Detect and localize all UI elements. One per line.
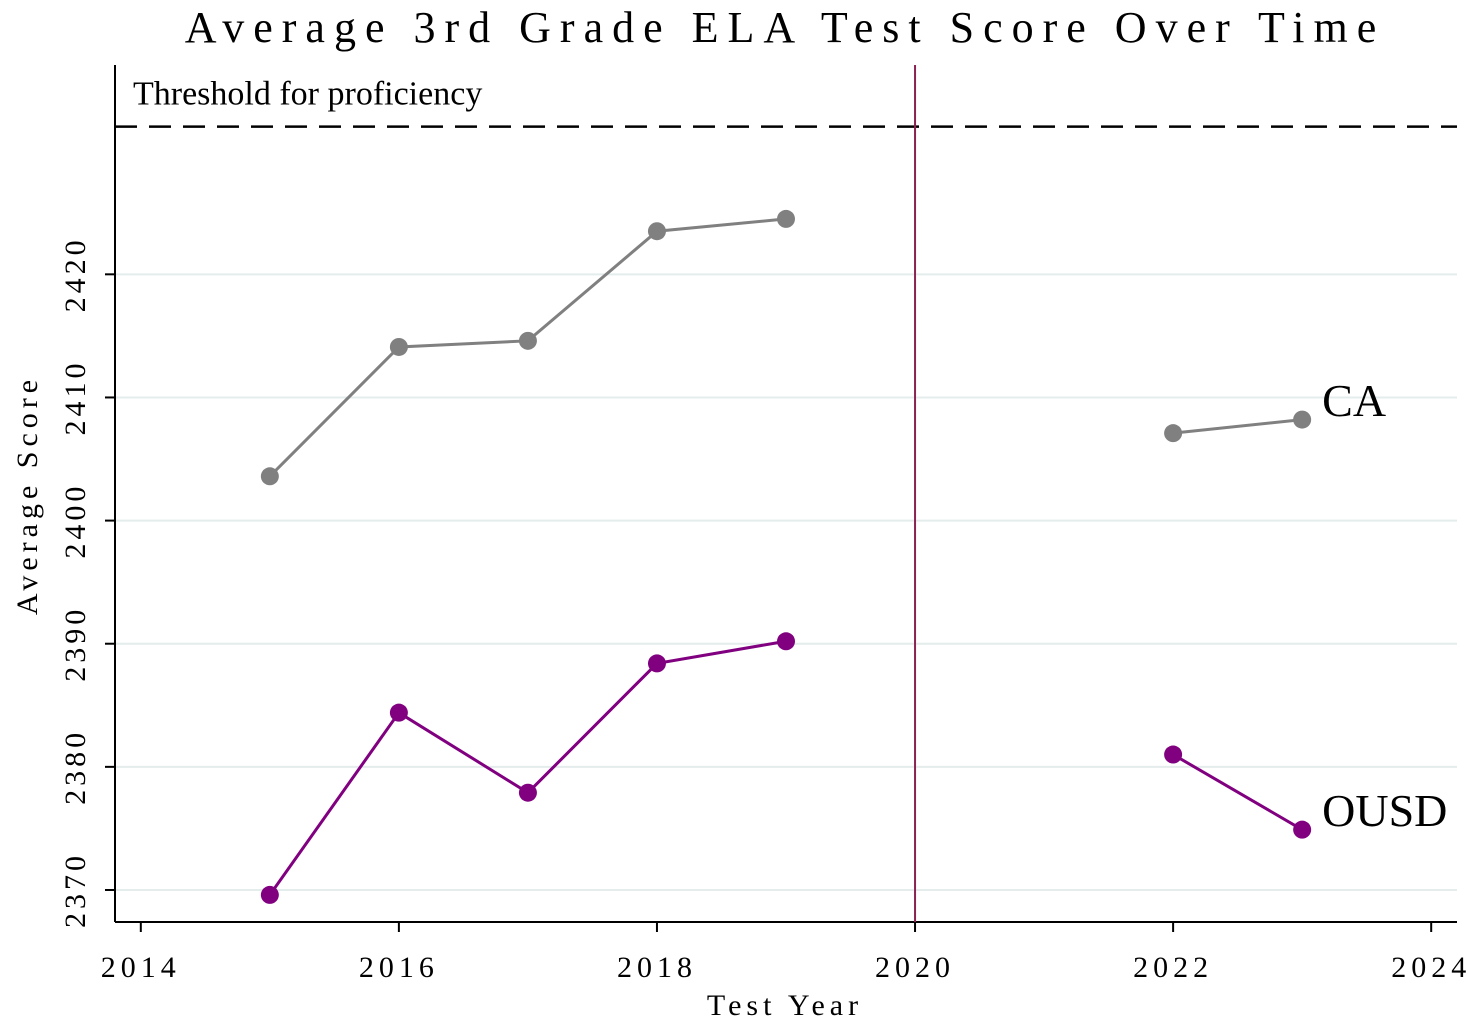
y-axis-label: Average Score <box>11 375 44 615</box>
series-point <box>1293 410 1312 429</box>
x-tick-label: 2024 <box>1391 951 1468 984</box>
series-point <box>1293 820 1312 839</box>
series-point <box>389 703 408 722</box>
y-tick-label: 2400 <box>59 483 92 559</box>
chart-title: Average 3rd Grade ELA Test Score Over Ti… <box>185 3 1386 52</box>
threshold-label: Threshold for proficiency <box>133 75 482 112</box>
series-point <box>260 467 279 486</box>
series-line <box>1172 753 1303 831</box>
y-tick-label: 2410 <box>59 359 92 435</box>
y-tick-label: 2370 <box>59 852 92 928</box>
x-tick-label: 2020 <box>875 951 955 984</box>
y-tick-label: 2390 <box>59 606 92 682</box>
series-point <box>777 632 795 651</box>
x-tick-label: 2018 <box>617 951 697 984</box>
x-axis-label: Test Year <box>707 989 863 1022</box>
x-tick-label: 2014 <box>101 951 181 984</box>
x-tick-label: 2022 <box>1133 951 1213 984</box>
series-line <box>1172 418 1303 435</box>
y-tick-label: 2380 <box>59 729 92 805</box>
series-line <box>268 639 787 896</box>
series-point <box>518 331 537 350</box>
series-point <box>389 337 408 356</box>
series-point <box>647 222 666 241</box>
series-point <box>1164 424 1183 443</box>
x-tick-label: 2016 <box>359 951 439 984</box>
series-point <box>1164 745 1183 764</box>
series-point <box>777 209 795 228</box>
series-point <box>518 783 537 802</box>
series-label: OUSD <box>1322 785 1447 836</box>
y-tick-label: 2420 <box>59 236 92 312</box>
series-point <box>260 885 279 904</box>
series-label: CA <box>1322 375 1386 426</box>
series-point <box>647 654 666 673</box>
